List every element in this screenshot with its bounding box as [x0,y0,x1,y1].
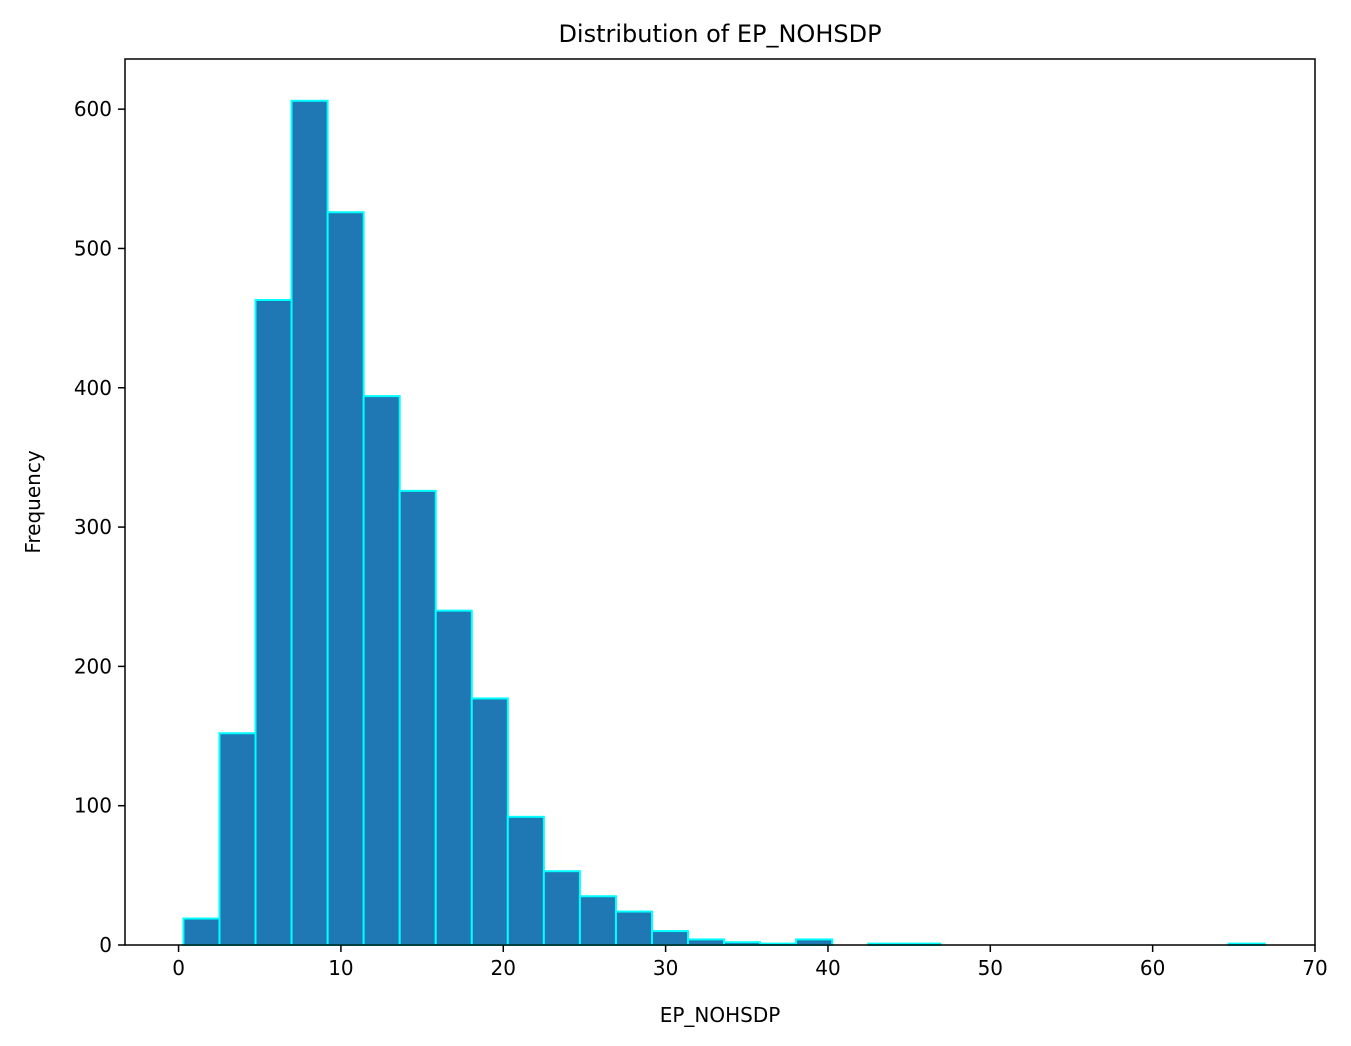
histogram-bar [182,917,221,946]
y-axis-label: Frequency [21,450,45,553]
histogram-bar [290,99,329,946]
x-tick-label: 40 [815,956,840,980]
histogram-bar [434,609,473,947]
y-tick-label: 300 [74,515,112,539]
histogram-bar [398,489,437,946]
histogram-bar [218,732,257,947]
y-tick-label: 600 [74,97,112,121]
histogram-bar [326,211,365,946]
histogram-bar [470,697,509,946]
x-tick-label: 10 [328,956,353,980]
plot-frame [124,58,1316,946]
histogram-bar [614,910,653,947]
y-tick-label: 0 [99,933,112,957]
chart-title: Distribution of EP_NOHSDP [558,20,881,48]
y-axis-ticks: 0 100 200 300 400 500 600 [74,97,125,957]
histogram-bar [578,895,617,946]
x-tick-label: 0 [172,956,185,980]
x-tick-label: 70 [1302,956,1327,980]
histogram-bar [687,938,726,947]
x-tick-label: 20 [491,956,516,980]
histogram-bar [506,815,545,947]
x-axis-label: EP_NOHSDP [660,1003,781,1027]
histogram-bar [795,938,834,947]
x-tick-label: 30 [653,956,678,980]
y-tick-label: 500 [74,236,112,260]
histogram-bar [254,299,293,946]
y-tick-label: 100 [74,794,112,818]
x-axis-ticks: 0 10 20 30 40 50 60 70 [172,945,1328,980]
histogram-bar [362,395,401,946]
y-tick-label: 200 [74,654,112,678]
histogram-bar [542,870,581,947]
histogram-bar [650,930,690,946]
x-tick-label: 60 [1140,956,1165,980]
x-tick-label: 50 [978,956,1003,980]
y-tick-label: 400 [74,376,112,400]
histogram-bars [182,99,1266,947]
